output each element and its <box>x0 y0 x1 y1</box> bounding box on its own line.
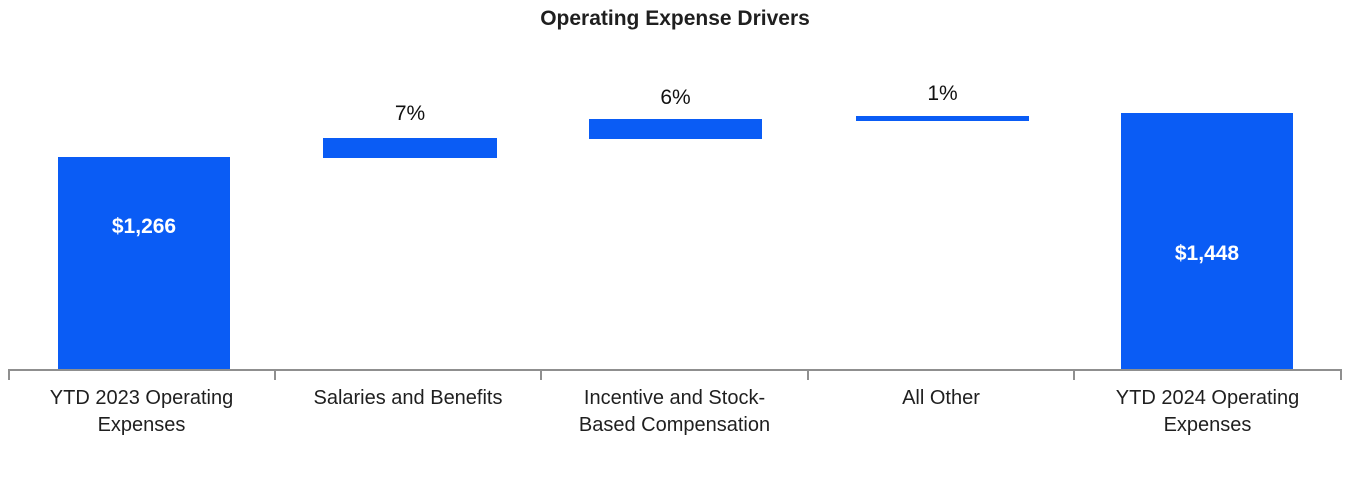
bar-all-other <box>856 116 1029 121</box>
category-label-text: YTD 2023 Operating Expenses <box>49 387 234 436</box>
bar-incentive-and-stock-based-compensation <box>589 119 762 139</box>
x-axis-tick <box>1340 369 1342 380</box>
x-axis-category-label-incentive-and-stock-based-compensation: Incentive and Stock-Based Compensation <box>541 385 808 439</box>
x-axis-category-label-ytd-2023: YTD 2023 Operating Expenses <box>8 385 275 439</box>
percent-label-all-other: 1% <box>927 82 958 105</box>
percent-label-salaries-and-benefits: 7% <box>394 102 426 125</box>
bar-ytd-2024-operating-expenses <box>1121 113 1293 369</box>
x-axis-tick <box>8 369 10 380</box>
bar-ytd-2023-operating-expenses <box>58 157 230 369</box>
x-axis-tick <box>274 369 276 380</box>
bar-salaries-and-benefits <box>323 138 497 158</box>
x-axis-tick <box>1073 369 1075 380</box>
x-axis-line <box>8 369 1342 371</box>
chart-title: Operating Expense Drivers <box>540 7 810 30</box>
x-axis-tick <box>807 369 809 380</box>
value-label-ytd-2024: $1,448 <box>1174 242 1240 265</box>
x-axis-category-label-all-other: All Other <box>808 385 1074 412</box>
category-label-text: Incentive and Stock-Based Compensation <box>578 387 771 436</box>
category-label-text: All Other <box>902 387 980 409</box>
x-axis-category-label-ytd-2024: YTD 2024 Operating Expenses <box>1074 385 1341 439</box>
category-label-text: Salaries and Benefits <box>313 387 503 409</box>
x-axis-category-label-salaries-and-benefits: Salaries and Benefits <box>275 385 541 412</box>
value-label-ytd-2023: $1,266 <box>111 215 177 238</box>
category-label-text: YTD 2024 Operating Expenses <box>1115 387 1300 436</box>
x-axis-tick <box>540 369 542 380</box>
percent-label-incentive-and-stock-based-compensation: 6% <box>660 86 691 109</box>
